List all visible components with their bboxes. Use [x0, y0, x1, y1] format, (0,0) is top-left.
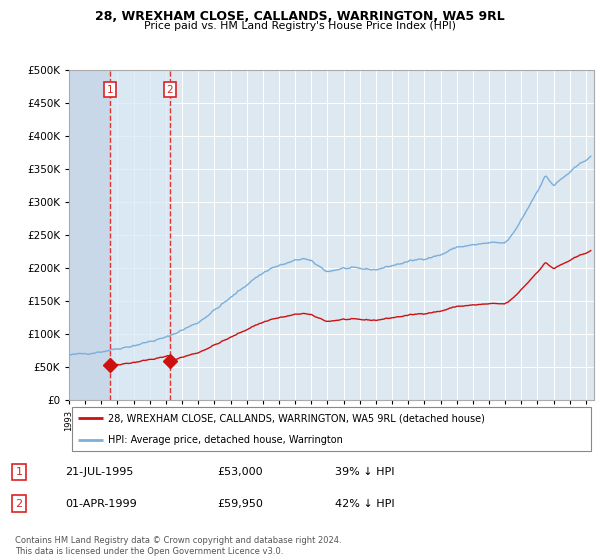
Text: 1: 1 [107, 85, 113, 95]
Polygon shape [69, 70, 110, 400]
Polygon shape [110, 70, 170, 400]
Text: 1: 1 [16, 467, 22, 477]
Text: 42% ↓ HPI: 42% ↓ HPI [335, 499, 395, 509]
Text: Price paid vs. HM Land Registry's House Price Index (HPI): Price paid vs. HM Land Registry's House … [144, 21, 456, 31]
FancyBboxPatch shape [71, 407, 592, 451]
Text: 2: 2 [167, 85, 173, 95]
Text: £59,950: £59,950 [218, 499, 263, 509]
Text: 39% ↓ HPI: 39% ↓ HPI [335, 467, 395, 477]
Text: 28, WREXHAM CLOSE, CALLANDS, WARRINGTON, WA5 9RL: 28, WREXHAM CLOSE, CALLANDS, WARRINGTON,… [95, 10, 505, 22]
Text: Contains HM Land Registry data © Crown copyright and database right 2024.: Contains HM Land Registry data © Crown c… [15, 536, 341, 545]
Text: This data is licensed under the Open Government Licence v3.0.: This data is licensed under the Open Gov… [15, 547, 283, 556]
Text: 28, WREXHAM CLOSE, CALLANDS, WARRINGTON, WA5 9RL (detached house): 28, WREXHAM CLOSE, CALLANDS, WARRINGTON,… [109, 413, 485, 423]
Text: 2: 2 [16, 499, 22, 509]
Text: £53,000: £53,000 [218, 467, 263, 477]
Text: 21-JUL-1995: 21-JUL-1995 [65, 467, 133, 477]
Text: 01-APR-1999: 01-APR-1999 [65, 499, 137, 509]
Text: HPI: Average price, detached house, Warrington: HPI: Average price, detached house, Warr… [109, 435, 343, 445]
